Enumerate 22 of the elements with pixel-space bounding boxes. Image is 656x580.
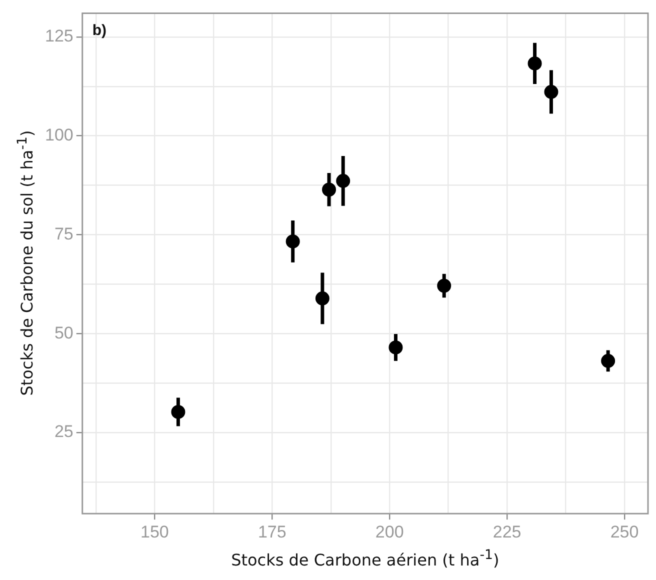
x-tick-label: 175 [258,522,286,542]
point [437,278,452,293]
x-axis-title: Stocks de Carbone aérien (t ha$^{-1}$) [230,548,500,570]
point [286,234,300,248]
point [171,404,186,419]
x-tick-label: 200 [375,522,404,542]
y-tick-label: 50 [54,323,74,342]
y-tick-label: 125 [44,26,74,46]
y-tick-label: 100 [44,126,74,145]
point [315,291,330,306]
x-tick-label: 225 [492,522,522,542]
point [528,56,542,70]
point [336,174,350,188]
point [601,354,616,368]
x-tick-label: 250 [610,522,639,542]
point [388,340,403,354]
annotation: b) [92,22,107,39]
y-tick-label: 25 [54,422,74,442]
y-tick-label: 75 [54,224,74,244]
point [544,84,558,99]
point [322,182,336,197]
x-tick-label: 150 [140,522,169,542]
